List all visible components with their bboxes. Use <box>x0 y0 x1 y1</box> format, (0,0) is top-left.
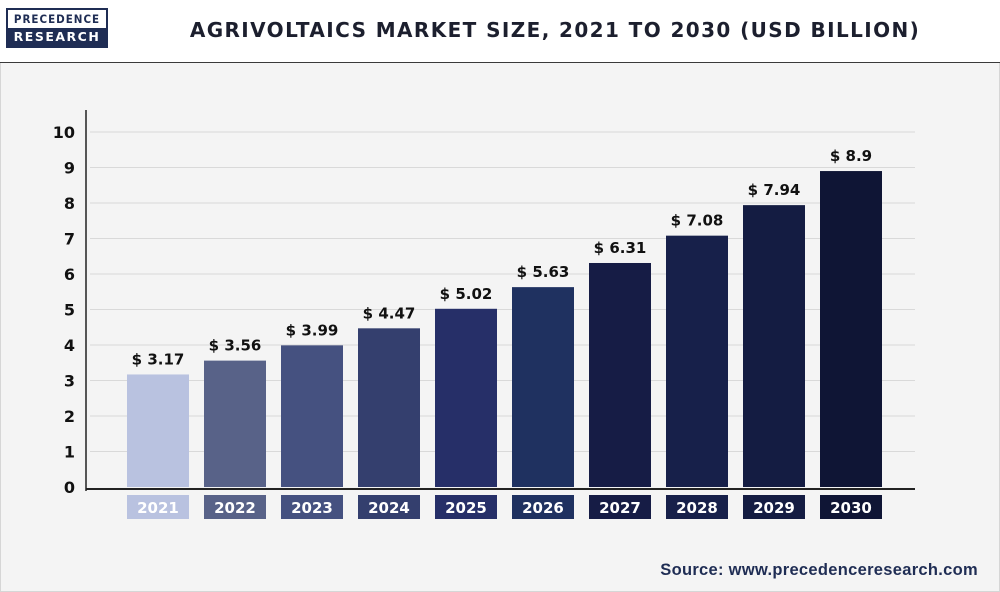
header-bar: PRECEDENCE RESEARCH AGRIVOLTAICS MARKET … <box>0 0 1000 63</box>
x-category-box <box>127 495 189 519</box>
x-tick-label: 2025 <box>445 499 487 517</box>
chart-title: AGRIVOLTAICS MARKET SIZE, 2021 TO 2030 (… <box>189 18 921 42</box>
y-tick-label: 1 <box>64 443 75 462</box>
y-tick-label: 7 <box>64 230 75 249</box>
x-category-box <box>589 495 651 519</box>
bar-value-label: $ 3.99 <box>286 321 339 339</box>
bar-value-label: $ 5.63 <box>517 263 570 281</box>
x-category-box <box>820 495 882 519</box>
bar-value-label: $ 3.17 <box>132 350 185 368</box>
y-tick-label: 0 <box>64 478 75 497</box>
bar[interactable] <box>435 308 497 487</box>
bar-value-label: $ 3.56 <box>209 337 262 355</box>
y-tick-label: 3 <box>64 372 75 391</box>
value-labels: $ 3.17 $ 3.56 $ 3.99 $ 4.47 $ 5.02 $ 5.63 $ 6.… <box>132 147 872 368</box>
bar-value-label: $ 5.02 <box>440 285 493 303</box>
x-category-box <box>512 495 574 519</box>
x-category-box <box>281 495 343 519</box>
y-axis: 0 1 2 3 4 5 6 7 8 9 10 <box>53 110 87 497</box>
bar[interactable] <box>666 235 728 487</box>
x-tick-label: 2026 <box>522 499 564 517</box>
x-category-box <box>204 495 266 519</box>
x-category-box <box>666 495 728 519</box>
bar-value-label: $ 4.47 <box>363 304 416 322</box>
logo-bottom-text: RESEARCH <box>8 28 106 46</box>
source-note[interactable]: Source: www.precedenceresearch.com <box>660 561 978 579</box>
x-category-box <box>743 495 805 519</box>
x-tick-label: 2024 <box>368 499 410 517</box>
bar[interactable] <box>127 374 189 487</box>
y-tick-label: 4 <box>64 336 75 355</box>
precedence-research-logo[interactable]: PRECEDENCE RESEARCH <box>6 8 108 48</box>
x-tick-label: 2028 <box>676 499 718 517</box>
bar[interactable] <box>512 287 574 487</box>
y-tick-label: 9 <box>64 159 75 178</box>
y-tick-label: 6 <box>64 265 75 284</box>
y-tick-label: 2 <box>64 407 75 426</box>
x-tick-label: 2022 <box>214 499 256 517</box>
x-tick-label: 2021 <box>137 499 179 517</box>
bar[interactable] <box>589 262 651 487</box>
bar[interactable] <box>820 171 882 488</box>
x-tick-label: 2030 <box>830 499 872 517</box>
bar-value-label: $ 7.08 <box>671 212 724 230</box>
bar[interactable] <box>358 328 420 487</box>
x-tick-label: 2023 <box>291 499 333 517</box>
x-tick-label: 2029 <box>753 499 795 517</box>
x-tick-label: 2027 <box>599 499 641 517</box>
y-tick-label: 8 <box>64 194 75 213</box>
logo-top-text: PRECEDENCE <box>13 12 101 26</box>
x-category-box <box>435 495 497 519</box>
bar[interactable] <box>281 345 343 487</box>
y-tick-label: 5 <box>64 301 75 320</box>
x-category-box <box>358 495 420 519</box>
bar-value-label: $ 7.94 <box>748 181 801 199</box>
y-tick-label: 10 <box>53 123 75 142</box>
bar-value-label: $ 8.9 <box>830 147 872 165</box>
bar[interactable] <box>204 360 266 487</box>
bar-value-label: $ 6.31 <box>594 239 647 257</box>
bars <box>127 171 882 488</box>
x-axis: 2021 2022 2023 2024 2025 2026 2027 2028 2029 2030 <box>86 488 915 519</box>
bar[interactable] <box>743 205 805 487</box>
